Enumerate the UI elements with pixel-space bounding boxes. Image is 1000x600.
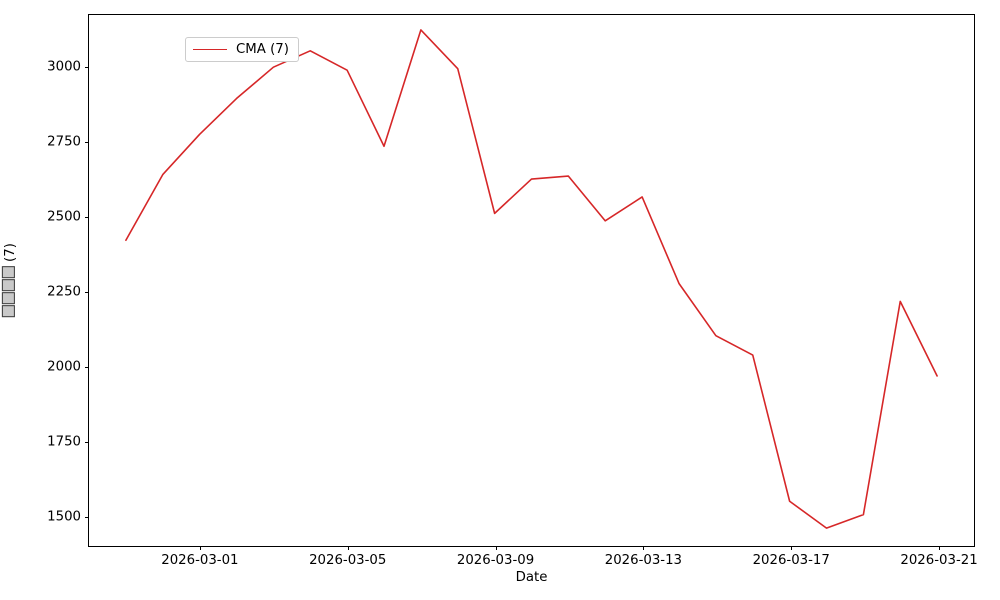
y-tick-mark [85, 291, 89, 293]
x-tick-mark [347, 546, 349, 550]
y-axis-label: (7) [0, 14, 20, 547]
legend-line-swatch [193, 49, 227, 51]
x-tick-mark [199, 546, 201, 550]
y-tick-mark [85, 366, 89, 368]
tofu-glyph-4 [2, 266, 16, 279]
y-axis-label-text: (7) [2, 243, 18, 318]
y-tick-mark [85, 516, 89, 518]
y-tick-label: 1750 [47, 434, 81, 450]
legend-label-cma: CMA (7) [236, 42, 289, 57]
y-tick-mark [85, 441, 89, 443]
y-tick-mark [85, 142, 89, 144]
x-tick-mark [939, 546, 941, 550]
tofu-glyph-1 [2, 305, 16, 318]
y-tick-mark [85, 67, 89, 69]
y-tick-label: 2000 [47, 359, 81, 375]
x-tick-label: 2026-03-01 [161, 553, 239, 568]
tofu-glyph-2 [2, 292, 16, 305]
y-tick-label: 2500 [47, 209, 81, 225]
plot-area: 1500 1750 2000 2250 2500 2750 3000 2026-03-01 2… [47, 14, 978, 567]
x-tick-mark [643, 546, 645, 550]
x-tick-label: 2026-03-09 [456, 553, 535, 568]
y-tick-label: 3000 [47, 59, 81, 75]
chart-legend[interactable]: CMA (7) [185, 37, 299, 63]
data-series-svg [125, 29, 938, 529]
x-axis-label: Date [515, 570, 548, 585]
y-tick-mark [85, 217, 89, 219]
line-series-cma [125, 29, 938, 529]
tofu-glyph-3 [2, 279, 16, 292]
x-tick-label: 2026-03-17 [752, 553, 830, 568]
y-tick-label: 2250 [47, 284, 81, 300]
y-tick-label: 1500 [47, 508, 81, 524]
x-tick-label: 2026-03-13 [604, 553, 683, 568]
x-tick-label: 2026-03-05 [309, 553, 387, 568]
y-tick-label: 2750 [47, 134, 81, 150]
x-tick-mark [791, 546, 793, 550]
x-tick-mark [495, 546, 497, 550]
x-tick-label: 2026-03-21 [900, 553, 978, 568]
